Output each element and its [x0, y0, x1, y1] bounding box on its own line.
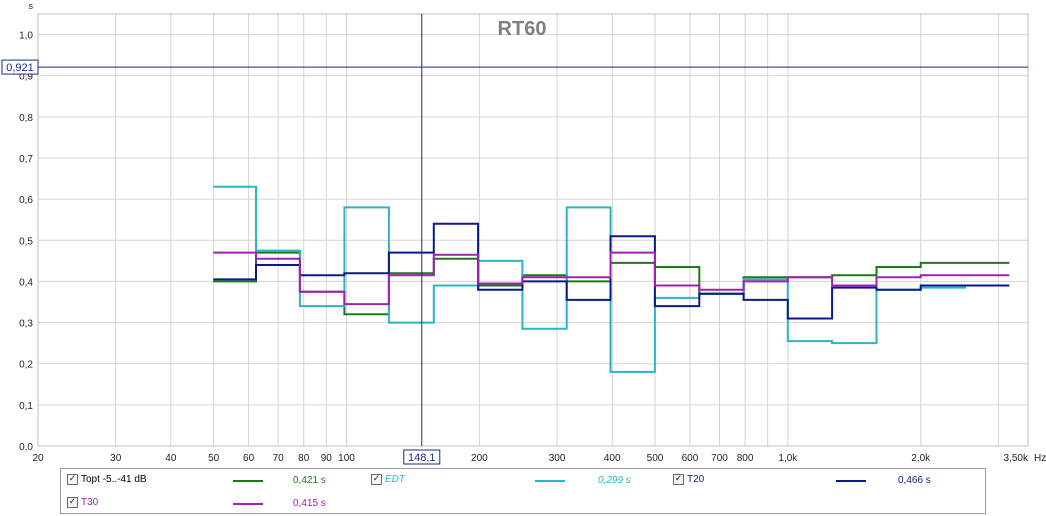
y-tick-labels: 0,0 0,1 0,2 0,3 0,4 0,5 0,6 0,7 0,8 0,9 1,0 — [19, 31, 33, 453]
legend-checkbox-t30[interactable]: ✓ — [67, 497, 78, 508]
y-tick-label: 0,9 — [19, 72, 33, 83]
cursor-x-readout: 148,1 — [408, 452, 436, 464]
x-tick-label: 800 — [737, 453, 754, 464]
x-tick-label: 90 — [321, 453, 333, 464]
x-tick-label: 60 — [243, 453, 255, 464]
cursor[interactable]: 0,921 148,1 — [1, 14, 1028, 465]
legend-panel: ✓ Topt -5..-41 dB 0,421 s ✓ EDT 0,299 s … — [60, 468, 986, 514]
legend-value-t20: 0,466 s — [898, 475, 931, 486]
cursor-x-readout-box — [403, 449, 441, 465]
legend-swatch-topt — [233, 480, 263, 482]
y-tick-label: 0,2 — [19, 360, 33, 371]
cursor-y-readout: 0,921 — [6, 62, 34, 74]
series-line-t30 — [213, 251, 1010, 306]
x-tick-label: 20 — [32, 453, 44, 464]
series-line-t20 — [213, 222, 1010, 320]
legend-label-edt: EDT — [385, 474, 405, 485]
y-axis-unit: s — [29, 1, 34, 11]
y-tick-label: 0,1 — [19, 401, 33, 412]
legend-checkbox-topt[interactable]: ✓ — [67, 474, 78, 485]
x-tick-label: 500 — [647, 453, 664, 464]
x-tick-label: 3,50k — [1004, 453, 1029, 464]
y-tick-label: 0,3 — [19, 319, 33, 330]
x-tick-label: 200 — [471, 453, 488, 464]
x-tick-label: 400 — [604, 453, 621, 464]
y-tick-label: 0,8 — [19, 113, 33, 124]
y-tick-label: 0,6 — [19, 195, 33, 206]
legend-swatch-edt — [535, 480, 565, 482]
x-tick-labels: 20 30 40 50 60 70 80 90 100 200 300 400 500 600 700 800… — [32, 453, 1029, 464]
grid-lines — [37, 14, 1028, 447]
legend-swatch-t20 — [836, 480, 866, 482]
data-series — [213, 185, 1010, 373]
x-tick-label: 40 — [165, 453, 177, 464]
x-tick-label: 50 — [208, 453, 220, 464]
x-tick-label: 100 — [338, 453, 355, 464]
x-tick-label: 300 — [549, 453, 566, 464]
x-tick-label: 30 — [110, 453, 122, 464]
x-axis-unit: Hz — [1034, 453, 1046, 464]
legend-swatch-t30 — [233, 503, 263, 505]
x-tick-label: 2,0k — [911, 453, 931, 464]
x-tick-label: 1,0k — [778, 453, 798, 464]
legend-label-t20: T20 — [687, 474, 705, 485]
x-tick-label: 600 — [682, 453, 699, 464]
chart-title: RT60 — [498, 18, 547, 40]
plot-frame — [37, 13, 1029, 447]
legend-value-edt: 0,299 s — [598, 475, 631, 486]
y-tick-label: 0,5 — [19, 236, 33, 247]
x-tick-label: 700 — [711, 453, 728, 464]
y-tick-label: 1,0 — [19, 31, 33, 42]
rt60-chart[interactable]: s Hz RT60 0,00,10,20,30,40,50,60,70,80,9… — [0, 0, 1046, 470]
cursor-y-readout-box — [1, 59, 39, 75]
legend-value-topt: 0,421 s — [293, 475, 326, 486]
legend-label-t30: T30 — [81, 497, 99, 508]
legend-checkbox-t20[interactable]: ✓ — [673, 474, 684, 485]
x-tick-label: 70 — [273, 453, 285, 464]
legend-label-topt: Topt -5..-41 dB — [81, 474, 147, 485]
legend-checkbox-edt[interactable]: ✓ — [371, 474, 382, 485]
y-tick-label: 0,0 — [19, 442, 33, 453]
legend-value-t30: 0,415 s — [293, 498, 326, 509]
y-tick-label: 0,7 — [19, 154, 33, 165]
x-tick-label: 80 — [298, 453, 310, 464]
y-tick-label: 0,4 — [19, 277, 33, 288]
